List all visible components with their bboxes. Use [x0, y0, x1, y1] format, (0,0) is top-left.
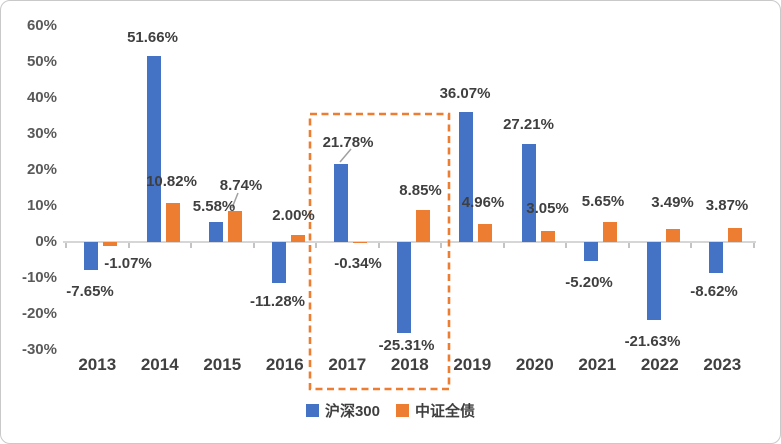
data-label-csi300-2021: -5.20% [565, 273, 613, 291]
x-axis-label-2021: 2021 [578, 355, 617, 374]
bar-bond-2019 [478, 224, 492, 242]
x-axis-label-2022: 2022 [640, 355, 679, 374]
x-axis-label-2016: 2016 [265, 355, 304, 374]
y-axis-label-0: 0% [35, 233, 57, 250]
data-label-csi300-2020: 27.21% [503, 116, 554, 134]
data-label-csi300-2017: 21.78% [322, 133, 374, 151]
tick-mark [565, 243, 567, 248]
data-label-bond-2019: 4.96% [461, 194, 505, 212]
y-axis-label-50: 50% [26, 53, 57, 70]
bar-csi300-2019 [459, 112, 473, 242]
data-label-bond-2017: -0.34% [334, 255, 382, 273]
y-axis-label-10: 10% [26, 197, 57, 214]
data-label-bond-2021: 5.65% [581, 192, 625, 210]
y-axis-label--10: -10% [21, 269, 57, 286]
y-axis-label-40: 40% [26, 89, 57, 106]
tick-mark [502, 243, 505, 248]
x-axis-label-2020: 2020 [515, 355, 554, 374]
x-axis-label-2018: 2018 [390, 355, 429, 374]
data-label-csi300-2016: -11.28% [249, 292, 306, 310]
x-axis-label-2015: 2015 [203, 355, 242, 374]
bar-csi300-2022 [646, 242, 661, 320]
legend-label-csi300: 沪深300 [324, 403, 380, 420]
tick-mark [190, 243, 192, 248]
tick-mark [752, 243, 755, 248]
data-label-bond-2013: -1.07% [104, 254, 152, 272]
bar-bond-2023 [728, 228, 742, 242]
legend-item-bond: 中证全债 [396, 400, 475, 421]
bar-bond-2015 [228, 210, 242, 242]
x-axis-label-2014: 2014 [140, 355, 179, 374]
bar-bond-2013 [103, 242, 117, 246]
tick-mark [377, 243, 380, 248]
tick-mark [440, 243, 442, 248]
tick-mark [627, 243, 630, 248]
tick-mark [65, 243, 67, 248]
data-label-csi300-2019: 36.07% [439, 85, 491, 103]
data-label-bond-2022: 3.49% [651, 194, 694, 212]
y-axis-label--20: -20% [21, 305, 57, 322]
bar-csi300-2014 [146, 56, 161, 242]
data-label-csi300-2015: 5.58% [192, 197, 236, 215]
data-label-bond-2018: 8.85% [399, 182, 442, 200]
bar-csi300-2023 [709, 242, 723, 274]
legend: 沪深300 中证全债 [1, 400, 780, 421]
data-label-csi300-2014: 51.66% [127, 29, 178, 47]
x-axis-label-2013: 2013 [78, 355, 117, 374]
legend-label-bond: 中证全债 [415, 403, 476, 420]
bar-bond-2017 [353, 242, 367, 244]
data-label-csi300-2022: -21.63% [624, 332, 681, 350]
tick-mark [252, 243, 255, 248]
bar-csi300-2016 [271, 242, 286, 283]
x-axis-label-2019: 2019 [453, 355, 492, 374]
tick-mark [690, 243, 692, 248]
bar-bond-2020 [540, 231, 555, 242]
y-axis-label-30: 30% [26, 125, 57, 142]
data-label-bond-2020: 3.05% [526, 200, 569, 218]
legend-swatch-csi300 [305, 404, 319, 417]
data-label-csi300-2023: -8.62% [690, 283, 738, 301]
bar-bond-2022 [665, 229, 680, 242]
bar-csi300-2015 [209, 221, 223, 242]
data-label-bond-2014: 10.82% [146, 173, 197, 191]
data-label-bond-2023: 3.87% [705, 197, 749, 215]
data-label-bond-2015: 8.74% [219, 176, 263, 194]
bar-bond-2014 [165, 203, 180, 242]
x-axis-label-2023: 2023 [703, 355, 742, 374]
bar-csi300-2021 [584, 242, 598, 261]
tick-mark [315, 243, 317, 248]
data-label-bond-2016: 2.00% [272, 206, 315, 224]
x-axis-label-2017: 2017 [328, 355, 367, 374]
bar-csi300-2017 [334, 163, 348, 242]
y-axis-label-60: 60% [26, 17, 57, 34]
legend-item-csi300: 沪深300 [305, 400, 380, 421]
bar-bond-2016 [290, 234, 305, 242]
bar-bond-2021 [603, 221, 617, 242]
y-axis-label--30: -30% [21, 341, 57, 358]
data-label-csi300-2013: -7.65% [66, 282, 114, 300]
bar-bond-2018 [415, 210, 430, 242]
bar-csi300-2018 [396, 242, 411, 334]
data-label-csi300-2018: -25.31% [378, 337, 435, 355]
tick-mark [127, 243, 130, 248]
bar-csi300-2013 [84, 242, 98, 270]
bar-csi300-2020 [521, 144, 536, 242]
leader-line-2017-csi300 [339, 148, 352, 163]
y-axis-label-20: 20% [26, 161, 57, 178]
legend-swatch-bond [396, 404, 409, 417]
